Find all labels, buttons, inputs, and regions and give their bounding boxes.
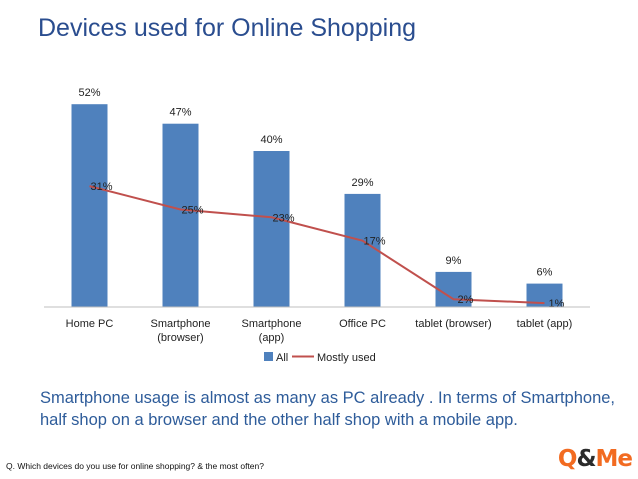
x-axis: Home PC Smartphone (browser) Smartphone (app…	[44, 306, 590, 344]
x-tick-label-2-0: Smartphone	[242, 318, 302, 330]
company-logo: Q&Me	[557, 446, 633, 472]
line-series-mostly-used	[89, 185, 545, 305]
chart: 52% 47% 40% 29% 9% 6% 31% 25% 23% 17% 2% 1% Home PC…	[44, 87, 590, 364]
line-label-4: 2%	[458, 294, 474, 306]
x-tick-label-1-0: Smartphone	[151, 318, 211, 330]
x-tick-label-5: tablet (app)	[517, 318, 573, 330]
line-label-5: 1%	[549, 298, 565, 310]
bar-series-all	[71, 104, 563, 307]
x-tick-label-1-1: (browser)	[157, 332, 203, 344]
legend: All Mostly used	[264, 352, 376, 364]
line-mostly-used	[89, 185, 545, 305]
legend-label-mostly-used: Mostly used	[317, 352, 376, 364]
legend-label-all: All	[276, 352, 288, 364]
bar-label-3: 29%	[351, 177, 373, 189]
chart-title: Devices used for Online Shopping	[38, 14, 417, 42]
bar-3	[344, 193, 381, 307]
survey-question: Q. Which devices do you use for online s…	[6, 461, 264, 471]
line-label-2: 23%	[272, 212, 294, 224]
bar-5	[526, 283, 563, 307]
x-tick-label-4: tablet (browser)	[415, 318, 491, 330]
line-label-3: 17%	[363, 236, 385, 248]
line-label-1: 25%	[181, 205, 203, 217]
line-label-0: 31%	[90, 181, 112, 193]
bar-2	[253, 151, 290, 307]
bar-1	[162, 123, 199, 307]
x-tick-label-2-1: (app)	[259, 332, 285, 344]
bar-4	[435, 271, 472, 307]
data-labels: 52% 47% 40% 29% 9% 6% 31% 25% 23% 17% 2% 1%	[78, 87, 564, 310]
bar-0	[71, 104, 108, 307]
bar-label-2: 40%	[260, 134, 282, 146]
bar-label-0: 52%	[78, 87, 100, 99]
caption: Smartphone usage is almost as many as PC…	[40, 389, 616, 429]
x-tick-label-3: Office PC	[339, 318, 386, 330]
legend-swatch-all	[264, 352, 273, 361]
bar-label-5: 6%	[537, 267, 553, 279]
x-tick-label-0: Home PC	[66, 318, 114, 330]
bar-label-1: 47%	[169, 107, 191, 119]
bar-label-4: 9%	[446, 255, 462, 267]
